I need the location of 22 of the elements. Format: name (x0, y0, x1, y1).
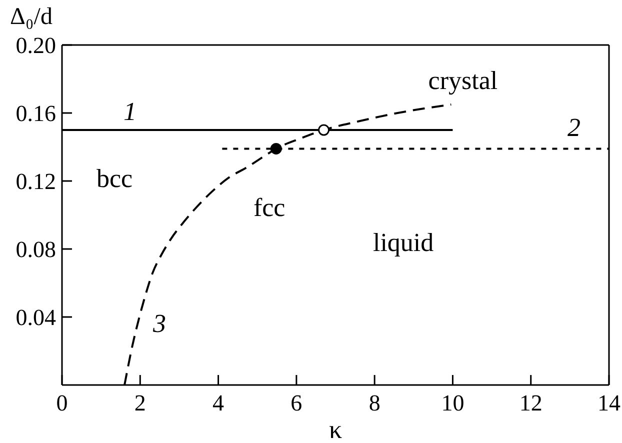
annotation: crystal (428, 66, 498, 96)
x-tick-label: 4 (212, 390, 225, 416)
x-tick-label: 2 (134, 390, 146, 416)
x-tick-label: 6 (290, 390, 302, 416)
annotation: liquid (372, 228, 434, 257)
series-label: 2 (568, 112, 580, 142)
x-tick-label: 0 (56, 390, 68, 416)
x-tick-label: 8 (368, 390, 380, 416)
y-tick-label: 0.20 (16, 33, 56, 58)
annotation: fcc (253, 192, 286, 222)
annotation: bcc (96, 164, 133, 194)
legend-label: 1 (124, 97, 136, 126)
y-tick-label: 0.16 (16, 101, 56, 126)
x-tick-label: 10 (441, 390, 464, 416)
y-tick-label: 0.04 (16, 305, 56, 330)
x-tick-label: 14 (598, 390, 621, 416)
x-axis-title: κ (328, 415, 342, 443)
y-tick-label: 0.08 (16, 237, 56, 262)
x-tick-label: 12 (519, 390, 542, 416)
y-axis-title: Δ₀/d (10, 4, 52, 30)
y-tick-label: 0.12 (16, 169, 56, 194)
series-label: 3 (152, 309, 166, 338)
